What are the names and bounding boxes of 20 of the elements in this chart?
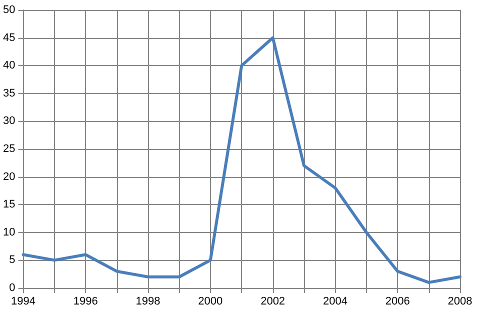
y-tick-label: 10 [2,226,16,238]
x-tick-label: 2006 [385,296,410,308]
y-tick-label: 5 [9,254,16,266]
line-series [22,36,462,284]
x-tick-label: 1998 [136,296,160,308]
x-tick-label: 1994 [10,296,36,308]
y-tick-label: 20 [2,170,16,183]
x-tick-label: 2008 [448,296,472,308]
y-tick-label: 50 [2,4,16,16]
x-tick-label: 2002 [260,296,286,308]
y-tick-label: 25 [2,143,16,155]
y-tick-label: 35 [2,87,16,100]
y-tick-label: 40 [2,60,16,72]
y-tick-label: 30 [2,115,16,128]
y-tick-label: 45 [2,32,16,44]
y-tick-label: 0 [9,282,16,294]
x-tick-label: 2000 [198,296,223,308]
y-tick-label: 15 [2,198,16,211]
x-tick-label: 1996 [73,296,98,308]
x-tick-label: 2004 [322,296,348,308]
